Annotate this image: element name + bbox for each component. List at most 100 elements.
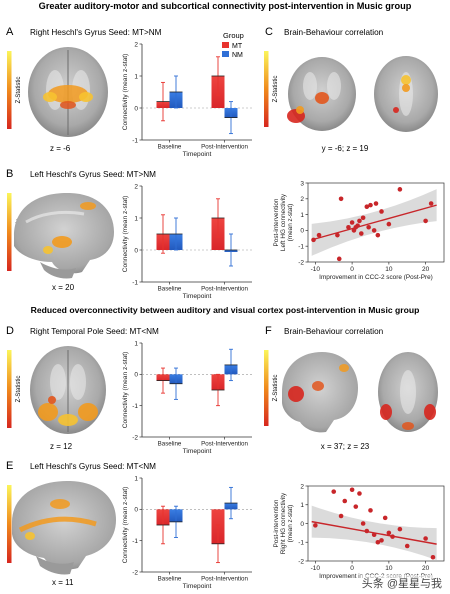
data-point [379,209,384,214]
section-title-top: Greater auditory-motor and subcortical c… [39,1,412,11]
data-point [373,201,379,206]
x-axis-label: Timepoint [183,583,212,590]
x-tick-label: Post-Intervention [201,576,248,583]
data-point [371,228,377,233]
x-tick-label: 20 [422,266,430,273]
brain-sagittal-e [12,480,116,575]
brain-coronal-c [287,57,356,131]
coord-label-c: y = -6; z = 19 [322,144,369,153]
y-tick-label: 1 [300,502,304,509]
brain-axial-d [30,346,106,434]
colorbar-c: Z-Statistic [264,51,279,127]
data-point [358,231,364,236]
x-tick-label: 10 [385,565,393,572]
y-tick-label: 2 [134,41,138,48]
y-axis-label-line: Left HG connectivity [280,193,287,251]
data-point [338,513,344,519]
y-axis-label-line: (mean z-stat) [287,204,294,242]
data-point [349,220,355,225]
svg-text:Z-Statistic: Z-Statistic [16,77,22,104]
y-tick-label: -1 [132,538,138,545]
data-point [360,521,366,526]
y-tick-label: 2 [134,183,138,190]
data-point [357,491,362,496]
x-tick-label: 10 [385,266,393,273]
y-axis-label: Connectivity (mean z-stat) [122,54,129,131]
y-tick-label: 0 [134,247,138,254]
correlation-title-f: Brain-Behaviour correlation [284,327,384,336]
bar-chart-e: -2 -1 0 1 Connectivity (mean z-stat) Baseline… [122,475,252,590]
data-point [364,528,370,534]
y-axis-label-line: Post-intervention [273,499,280,547]
data-point [375,539,381,545]
bar-chart-d: -2 -1 0 1 Connectivity (mean z-stat) Baseline… [122,340,252,455]
data-point [375,232,381,238]
plot-frame [307,182,445,263]
data-point [371,532,377,538]
group-legend: Group MT NM [222,31,244,59]
x-tick-label: Baseline [158,576,182,583]
data-point [366,224,371,230]
y-axis-label-line: Post-intervention [273,198,280,246]
y-tick-label: 2 [300,483,304,490]
svg-text:Z-Statistic: Z-Statistic [273,375,279,402]
data-point [423,536,428,541]
section-title-bottom: Reduced overconnectivity between auditor… [31,305,420,315]
y-axis-label: Connectivity (mean z-stat) [122,487,129,564]
y-tick-label: 3 [300,180,304,187]
correlation-title-c: Brain-Behaviour correlation [284,28,384,37]
brain-axial-a [28,47,108,137]
colorbar-f: Z-Statistic [264,350,279,426]
x-tick-label: 0 [350,266,354,273]
y-axis-label-line: (mean z-stat) [287,505,294,543]
data-point [386,530,392,536]
data-point [311,237,316,243]
y-tick-label: -1 [298,540,304,547]
y-tick-label: 1 [300,212,304,219]
x-tick-label: Post-Intervention [201,441,248,448]
data-point [355,223,360,228]
brain-sagittal-f [282,352,358,433]
colorbar-a: Z-Statistic [7,51,22,129]
data-point [364,204,370,209]
y-tick-label: -1 [298,244,304,251]
data-point [335,232,340,238]
data-point [423,218,428,224]
legend-label-mt: MT [232,43,243,50]
y-tick-label: 2 [300,196,304,203]
colorbar-d: Z-Statistic [7,350,22,428]
svg-text:Z-Statistic: Z-Statistic [16,376,22,403]
y-tick-label: 1 [134,475,138,482]
y-tick-label: 0 [134,507,138,514]
data-point [353,504,359,509]
x-tick-label: Baseline [158,286,182,293]
seed-title-b: Left Heschl's Gyrus Seed: MT>NM [30,170,156,179]
watermark: 头条 @星星与我 [359,575,444,591]
panel-letter-a: A [6,26,14,38]
data-point [404,543,410,549]
data-point [338,196,344,202]
y-tick-label: -2 [132,569,138,576]
data-point [368,202,373,208]
y-tick-label: -1 [132,279,138,286]
data-point [379,538,384,543]
brain-sagittal-b [14,192,114,279]
data-point [316,232,322,238]
y-axis-label: Connectivity (mean z-stat) [122,196,129,273]
x-tick-label: Post-Intervention [201,286,248,293]
data-point [360,215,366,221]
x-axis-label: Improvement in CCC-2 score (Post-Pre) [319,274,433,281]
y-tick-label: -1 [132,137,138,144]
bar-chart-b: -1 0 1 2 Connectivity (mean z-stat) Baseline P… [122,183,252,300]
y-tick-label: -1 [132,403,138,410]
coord-label-f: x = 37; z = 23 [321,442,370,451]
x-axis-label: Timepoint [183,448,212,455]
y-tick-label: 0 [134,372,138,379]
data-point [430,554,436,560]
x-tick-label: -10 [311,565,321,572]
bar-chart-a: -1 0 1 2 Connectivity (mean z-stat) Baseline P… [122,41,252,158]
data-point [397,187,403,192]
